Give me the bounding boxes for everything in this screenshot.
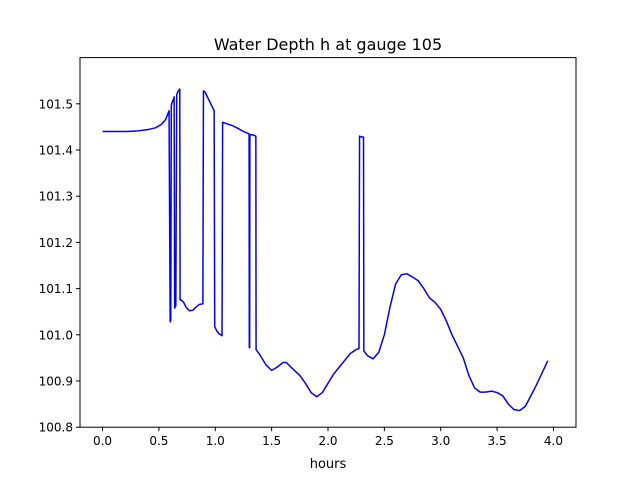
x-tick-label: 0.0 (93, 434, 112, 448)
x-tick-label: 2.5 (375, 434, 394, 448)
y-tick-label: 100.8 (39, 421, 73, 435)
x-tick-label: 4.0 (544, 434, 563, 448)
y-tick-label: 101.5 (39, 97, 73, 111)
y-axis: 100.8 100.9 101.0 101.1 101.2 101.3 101.4 101.5 (39, 97, 80, 435)
x-tick-label: 1.5 (262, 434, 281, 448)
y-tick-label: 101.0 (39, 328, 73, 342)
chart-title: Water Depth h at gauge 105 (214, 35, 442, 54)
x-tick-label: 3.5 (488, 434, 507, 448)
x-axis: 0.0 0.5 1.0 1.5 2.0 2.5 3.0 3.5 4.0 (93, 427, 563, 448)
y-tick-label: 101.4 (39, 144, 73, 158)
y-tick-label: 100.9 (39, 375, 73, 389)
y-tick-label: 101.1 (39, 282, 73, 296)
y-tick-label: 101.2 (39, 236, 73, 250)
y-tick-label: 101.3 (39, 190, 73, 204)
axes-frame (79, 57, 577, 428)
x-tick-label: 2.0 (318, 434, 337, 448)
x-tick-label: 3.0 (431, 434, 450, 448)
series-line-0 (102, 88, 549, 412)
plot-area (102, 88, 549, 412)
x-axis-label: hours (310, 457, 347, 472)
x-tick-label: 1.0 (206, 434, 225, 448)
x-tick-label: 0.5 (149, 434, 168, 448)
